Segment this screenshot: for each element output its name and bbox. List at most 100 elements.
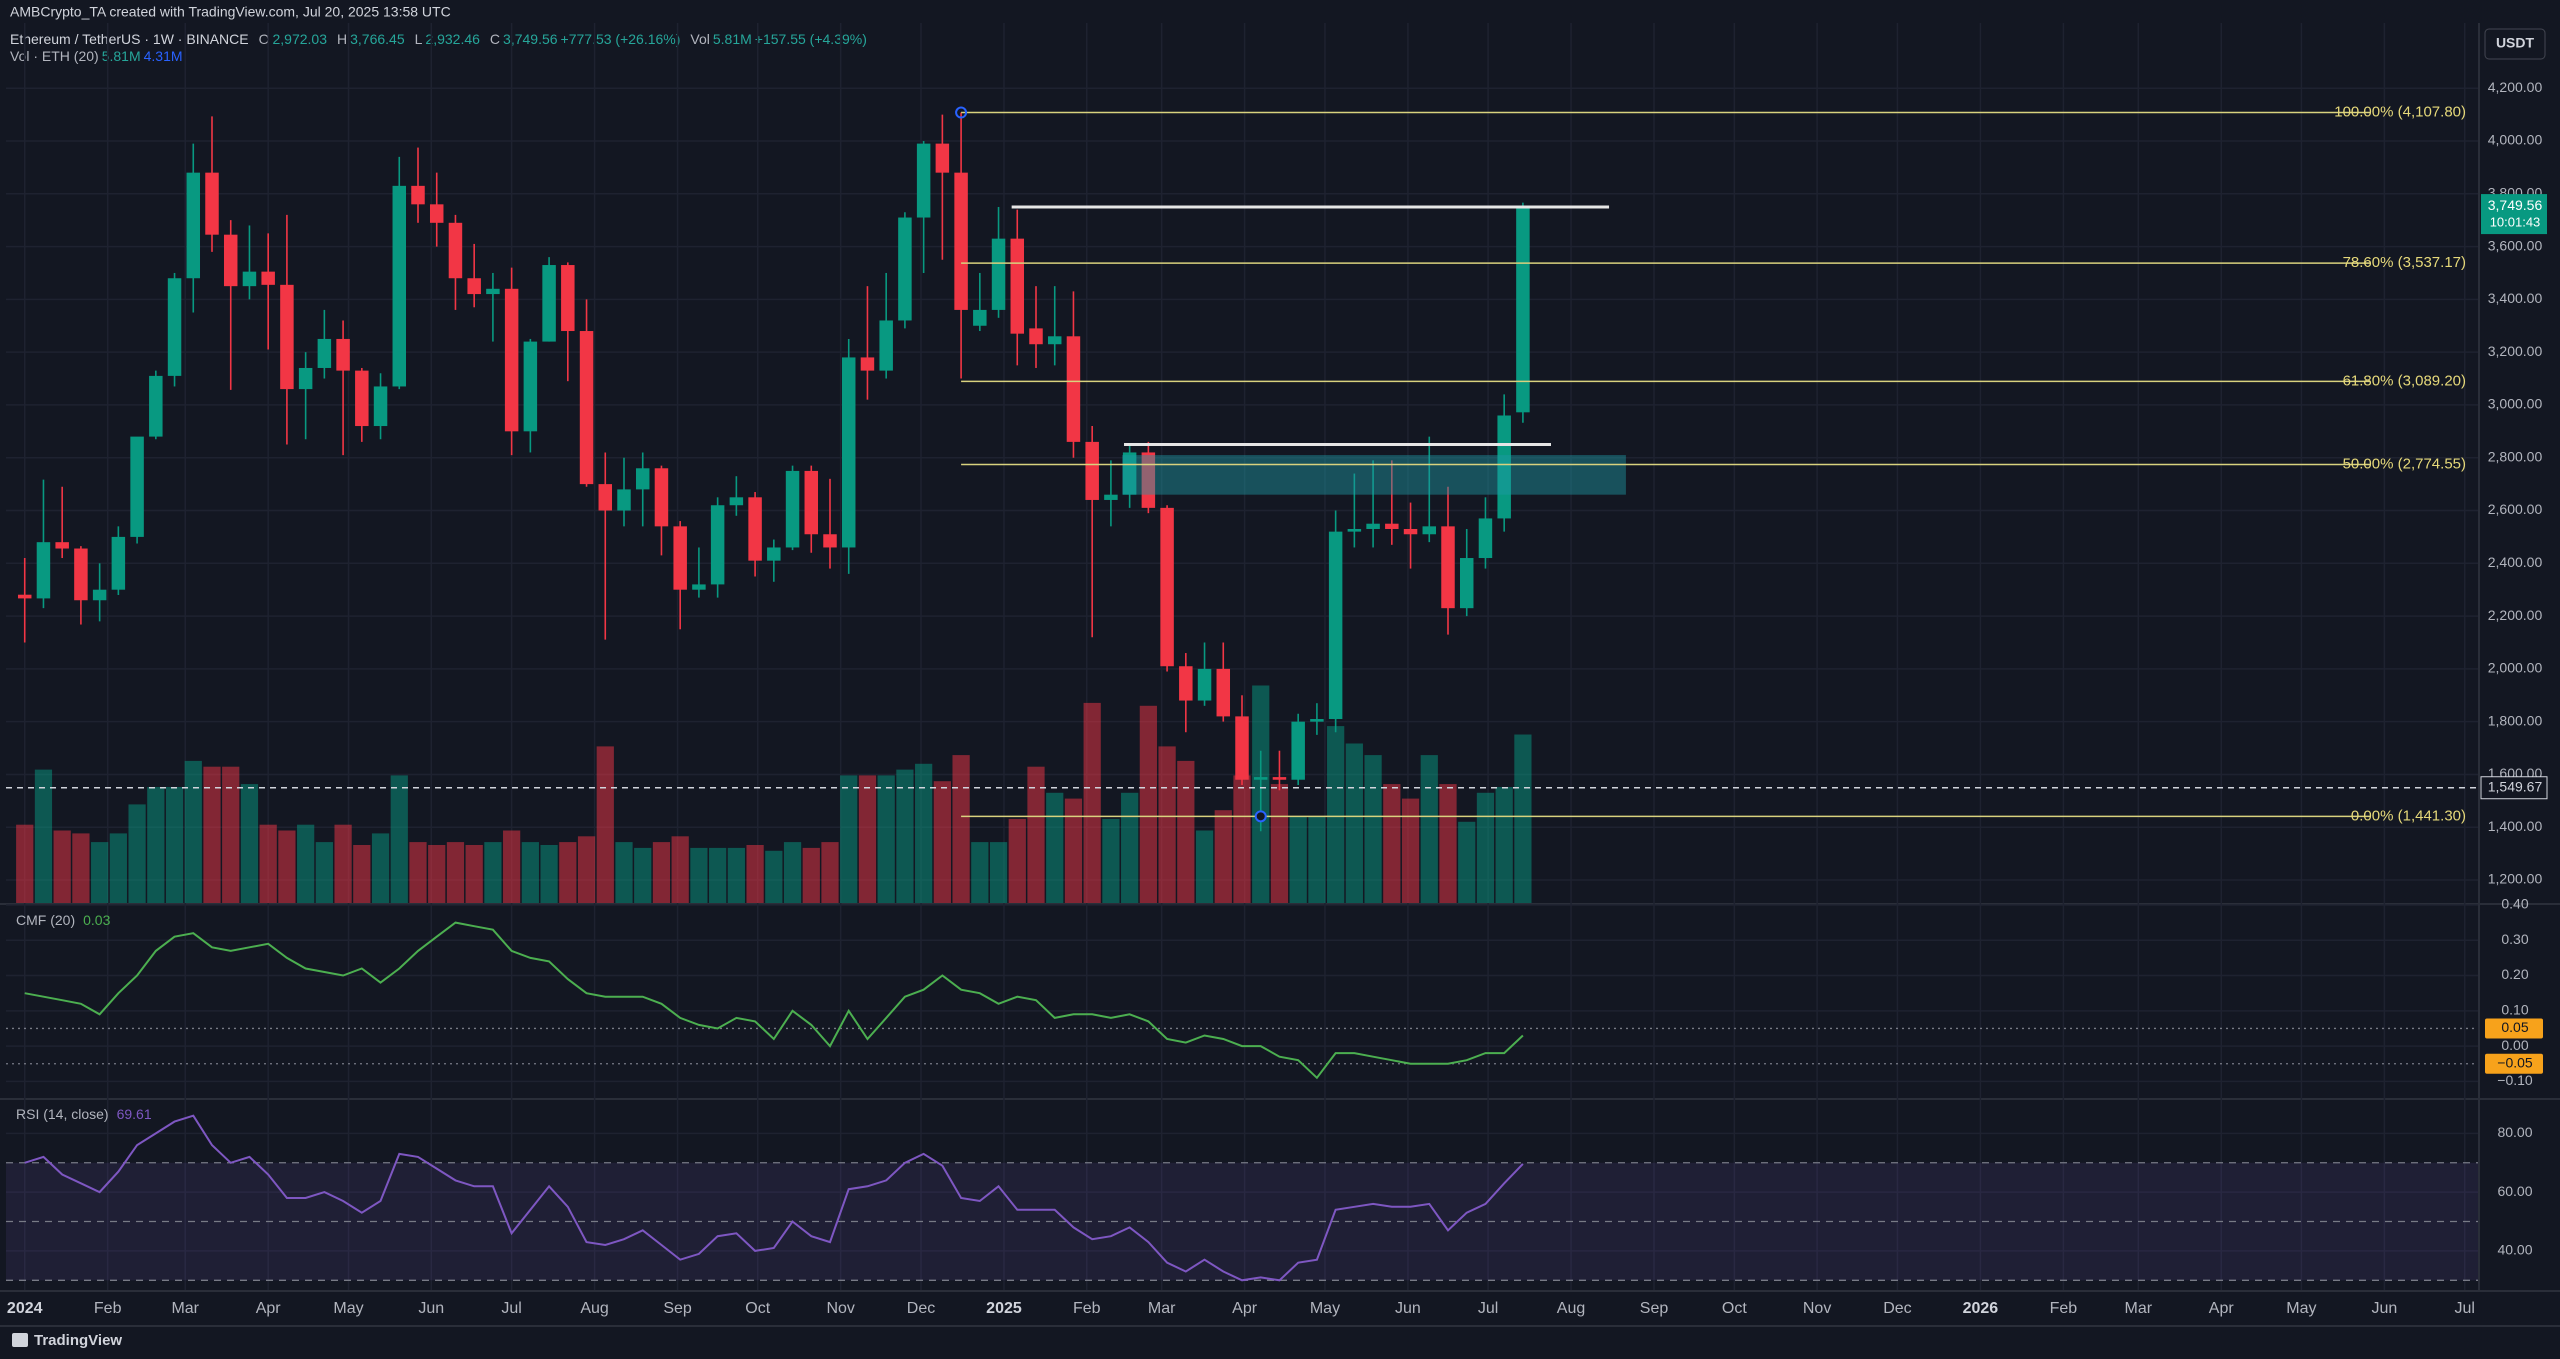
footer-logo[interactable]: TradingView	[34, 1332, 122, 1349]
x-tick-label: 2026	[1963, 1300, 1999, 1317]
candle-body	[36, 542, 51, 599]
candle-body	[1085, 441, 1099, 500]
volume-bar	[858, 775, 877, 903]
volume-bar	[1364, 755, 1382, 903]
candle-body	[149, 375, 163, 437]
candle-body	[804, 470, 819, 535]
volume-bar	[559, 842, 577, 903]
candle-body	[954, 172, 968, 310]
x-tick-label: Dec	[907, 1300, 935, 1317]
volume-bar	[952, 755, 970, 903]
candle-body	[411, 185, 425, 205]
volume-bar	[53, 830, 71, 903]
candle-body	[692, 584, 706, 590]
x-tick-label: Sep	[663, 1300, 692, 1317]
candle-body	[392, 185, 407, 387]
x-tick-label: Apr	[256, 1300, 282, 1317]
last-price: 3,749.56	[2488, 197, 2543, 213]
volume-bar	[690, 847, 708, 903]
x-tick-label: Jul	[501, 1300, 521, 1317]
candle-body	[1291, 721, 1305, 780]
volume-bar	[1158, 746, 1176, 903]
volume-bar	[484, 842, 502, 903]
volume-bar	[1308, 816, 1326, 903]
x-tick-label: Nov	[1803, 1300, 1831, 1317]
legend-item: O	[259, 31, 270, 47]
candle-body	[617, 489, 631, 511]
legend-item: +777.53 (+26.16%)	[561, 31, 681, 47]
candle-body	[991, 238, 1006, 310]
y-tick-label: 2,400.00	[2488, 554, 2543, 570]
x-tick-label: Mar	[1148, 1300, 1176, 1317]
volume-bar	[91, 842, 109, 903]
candle-body	[1029, 328, 1043, 345]
candle-body	[1422, 526, 1437, 535]
candle-body	[1066, 336, 1081, 442]
candle-body	[710, 505, 725, 585]
volume-bar	[540, 845, 558, 903]
fib-anchor	[1254, 810, 1267, 823]
candle-body	[579, 331, 594, 485]
volume-bar	[1327, 726, 1345, 903]
volume-bar	[259, 824, 277, 903]
candle-body	[448, 222, 463, 279]
candle-body	[130, 436, 144, 537]
currency-box[interactable]	[2484, 28, 2546, 60]
volume-bar	[971, 842, 989, 903]
y-tick-label: −0.10	[2497, 1072, 2533, 1088]
candle-body	[111, 536, 126, 590]
y-tick-label: 3,400.00	[2488, 290, 2543, 306]
support-zone	[1122, 455, 1626, 495]
x-tick-label: Jun	[2371, 1300, 2397, 1317]
volume-bar	[409, 842, 427, 903]
volume-bar	[933, 781, 951, 903]
x-tick-label: Jul	[1478, 1300, 1498, 1317]
volume-bar	[634, 847, 652, 903]
volume-bar	[671, 836, 689, 903]
volume-bar	[1383, 784, 1401, 903]
legend-item: C	[490, 31, 500, 47]
y-tick-label: 80.00	[2497, 1124, 2532, 1140]
candle-body	[17, 594, 32, 599]
candle-body	[429, 204, 444, 223]
candle-body	[1497, 415, 1511, 519]
volume-bar	[222, 766, 240, 903]
candle-body	[1253, 777, 1268, 780]
x-tick-label: Apr	[2209, 1300, 2235, 1317]
candle-body	[1179, 666, 1193, 701]
volume-bar	[1008, 818, 1026, 903]
y-tick-label: 0.20	[2501, 966, 2528, 982]
volume-bar	[1102, 818, 1120, 903]
x-tick-label: Nov	[826, 1300, 854, 1317]
volume-bar	[746, 845, 764, 903]
credit: AMBCrypto_TA created with TradingView.co…	[10, 4, 451, 20]
x-tick-label: Feb	[2050, 1300, 2078, 1317]
volume-bar	[1439, 784, 1457, 903]
candle-body	[542, 265, 556, 342]
candle-body	[767, 547, 781, 561]
y-tick-label: 0.10	[2501, 1002, 2528, 1018]
volume-bar	[1289, 816, 1307, 903]
volume-bar	[465, 845, 483, 903]
legend-item: 2,972.03	[272, 31, 327, 47]
indicator-legend: CMF (20) 0.03	[16, 912, 111, 928]
candle-body	[186, 172, 201, 279]
candle-body	[467, 278, 481, 295]
candle-body	[1047, 336, 1062, 345]
candle-body	[635, 468, 650, 490]
candle-body	[748, 497, 762, 561]
x-tick-label: Aug	[580, 1300, 608, 1317]
candle-body	[1122, 452, 1137, 495]
legend-item: 5.81M	[713, 31, 752, 47]
y-tick-label: 3,600.00	[2488, 237, 2543, 253]
candle-body	[860, 357, 875, 371]
y-tick-label: 0.00	[2501, 1037, 2528, 1053]
candle-body	[242, 271, 257, 287]
volume-bar	[128, 804, 146, 903]
last-price-tag	[2481, 194, 2547, 235]
band-label: 0.05	[2501, 1019, 2528, 1035]
crosshair-price: 1,549.67	[2488, 778, 2543, 794]
candle-body	[729, 497, 744, 506]
